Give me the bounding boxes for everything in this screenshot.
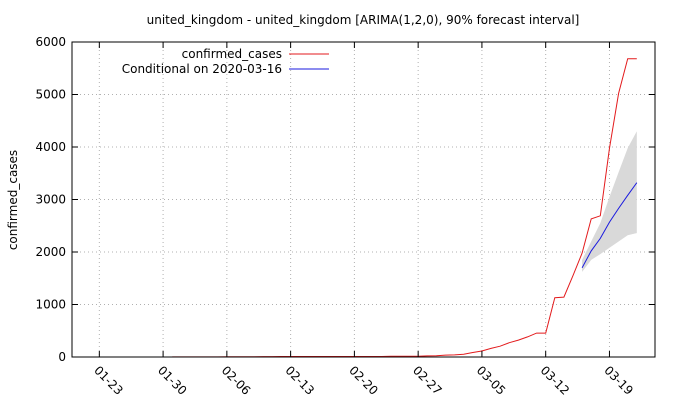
x-tick-label: 02-06: [219, 363, 254, 398]
series-line-conditional-forecast: [581, 182, 638, 269]
x-tick-label: 03-12: [538, 363, 573, 398]
forecast-interval-band: [582, 131, 637, 272]
x-tick-label: 03-05: [474, 363, 509, 398]
x-tick-label: 02-27: [410, 363, 445, 398]
x-tick-label: 01-23: [91, 363, 126, 398]
y-tick-label: 4000: [35, 140, 66, 154]
y-tick-label: 6000: [35, 35, 66, 49]
x-tick-label: 02-20: [346, 363, 381, 398]
axis-ticks: [72, 41, 655, 358]
y-tick-label: 5000: [35, 88, 66, 102]
x-tick-label: 03-19: [601, 363, 636, 398]
legend-label-conditional-forecast: Conditional on 2020-03-16: [122, 62, 282, 76]
tick-labels: 0 1000 2000 3000 4000 5000 6000 01-23 01-30 02-06…: [35, 35, 635, 398]
plot-border: [71, 41, 656, 358]
grid-lines: [72, 42, 655, 357]
x-tick-label: 01-30: [155, 363, 190, 398]
y-tick-label: 3000: [35, 193, 66, 207]
series-lines: [172, 58, 638, 358]
legend: confirmed_cases Conditional on 2020-03-1…: [122, 47, 329, 76]
y-tick-label: 2000: [35, 245, 66, 259]
x-tick-label: 02-13: [283, 363, 318, 398]
series-line-confirmed-cases: [172, 58, 637, 358]
chart-title: united_kingdom - united_kingdom [ARIMA(1…: [147, 13, 580, 27]
legend-label-confirmed-cases: confirmed_cases: [182, 47, 282, 61]
y-tick-label: 1000: [35, 298, 66, 312]
y-tick-label: 0: [58, 350, 66, 364]
y-axis-label: confirmed_cases: [6, 150, 20, 250]
forecast-interval-area: [582, 131, 637, 272]
